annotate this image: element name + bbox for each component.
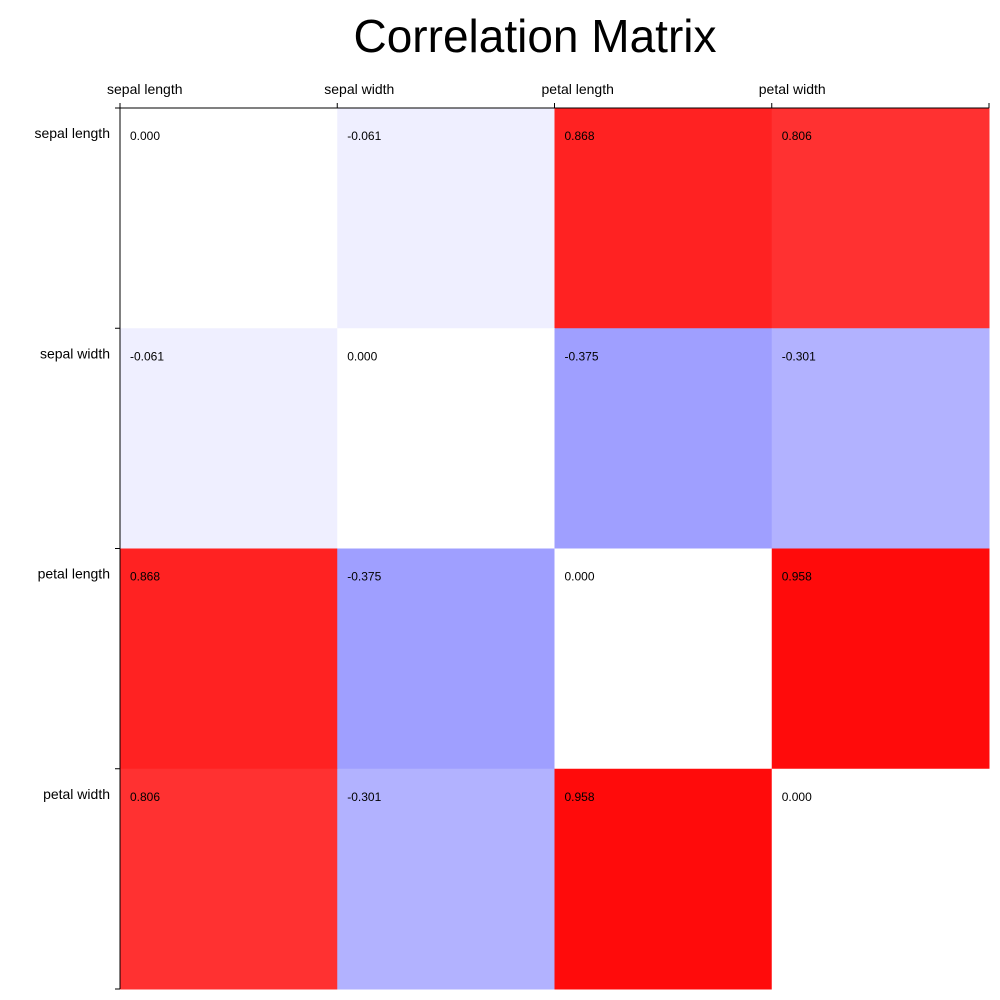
x-tick-label: sepal width bbox=[324, 81, 394, 97]
y-tick-label: sepal width bbox=[40, 345, 110, 361]
heatmap-cell bbox=[554, 768, 773, 990]
cell-value-label: 0.000 bbox=[347, 349, 377, 363]
cell-value-labels: 0.000 -0.061 0.868 0.806 -0.061 0.000 -0.375 -0… bbox=[130, 129, 816, 804]
heatmap-cell bbox=[337, 768, 555, 990]
heatmap-cell bbox=[771, 108, 990, 329]
cell-value-label: -0.375 bbox=[565, 349, 599, 363]
cell-value-label: 0.958 bbox=[782, 570, 812, 584]
heatmap-cell bbox=[120, 548, 338, 770]
heatmap-cell bbox=[120, 768, 338, 990]
cell-value-label: 0.806 bbox=[130, 790, 160, 804]
cell-value-label: 0.868 bbox=[130, 570, 160, 584]
cell-value-label: 0.868 bbox=[565, 129, 595, 143]
x-axis-ticks: sepal length sepal width petal length petal… bbox=[107, 81, 990, 108]
x-tick-label: petal length bbox=[542, 81, 614, 97]
heatmap-cell bbox=[554, 328, 773, 549]
y-tick-label: petal width bbox=[43, 786, 110, 802]
y-axis-ticks: sepal length sepal width petal length petal… bbox=[34, 107, 120, 990]
cell-value-label: 0.000 bbox=[130, 129, 160, 143]
heatmap-cell bbox=[120, 328, 338, 549]
heatmap-cell bbox=[771, 328, 990, 549]
cell-value-label: -0.375 bbox=[347, 570, 381, 584]
heatmap-cell bbox=[337, 328, 555, 549]
chart-title: Correlation Matrix bbox=[354, 10, 717, 62]
cell-value-label: 0.000 bbox=[782, 790, 812, 804]
heatmap-cell bbox=[337, 548, 555, 770]
cell-value-label: -0.301 bbox=[347, 790, 381, 804]
cell-value-label: -0.061 bbox=[130, 349, 164, 363]
y-tick-label: petal length bbox=[38, 566, 110, 582]
cell-value-label: -0.061 bbox=[347, 129, 381, 143]
heatmap-cells bbox=[120, 108, 990, 990]
heatmap-cell bbox=[771, 768, 990, 990]
heatmap-cell bbox=[120, 108, 338, 329]
y-tick-label: sepal length bbox=[34, 125, 110, 141]
heatmap-cell bbox=[554, 108, 773, 329]
x-tick-label: sepal length bbox=[107, 81, 183, 97]
heatmap-cell bbox=[771, 548, 990, 770]
heatmap-cell bbox=[554, 548, 773, 770]
cell-value-label: 0.000 bbox=[565, 570, 595, 584]
cell-value-label: 0.958 bbox=[565, 790, 595, 804]
cell-value-label: -0.301 bbox=[782, 349, 816, 363]
cell-value-label: 0.806 bbox=[782, 129, 812, 143]
x-tick-label: petal width bbox=[759, 81, 826, 97]
heatmap-cell bbox=[337, 108, 555, 329]
